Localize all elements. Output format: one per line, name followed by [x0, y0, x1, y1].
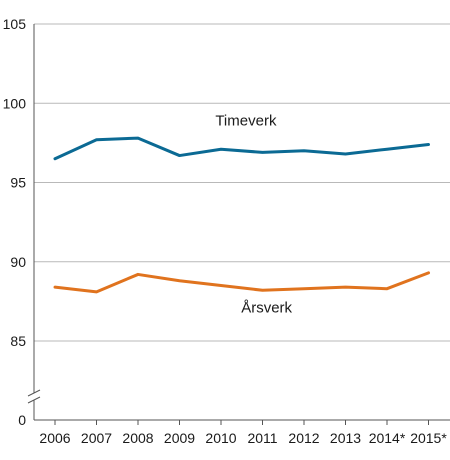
gridlines: [34, 23, 450, 342]
axis-break-slash-bottom: [27, 396, 41, 404]
y-tick-label-90: 90: [10, 254, 26, 270]
y-axis-break-marker: [27, 389, 41, 404]
x-tick-label-1: 2007: [81, 430, 112, 446]
y-tick-label-100: 100: [3, 95, 27, 111]
y-tick-label-105: 105: [3, 16, 27, 32]
series-label-timeverk: Timeverk: [215, 112, 277, 129]
x-tick-label-9: 2015*: [410, 430, 447, 446]
x-tick-label-6: 2012: [288, 430, 319, 446]
series-lines: [53, 136, 430, 294]
series-line-0: [53, 136, 430, 161]
axes: [27, 24, 450, 421]
y-tick-label-85: 85: [10, 333, 26, 349]
y-tick-label-95: 95: [10, 175, 26, 191]
x-tick-labels: 2006 2007 2008 2009 2010 2011 2012 2013 2014* 201…: [39, 420, 447, 446]
x-tick-label-7: 2013: [330, 430, 361, 446]
axis-break-slash-top: [27, 389, 41, 397]
series-label-arsverk: Årsverk: [241, 299, 292, 316]
x-tick-label-0: 2006: [39, 430, 70, 446]
x-tick-label-2: 2008: [122, 430, 153, 446]
y-tick-label-0: 0: [18, 412, 26, 428]
series-line-1: [53, 271, 430, 294]
axis-break-gap: [28, 393, 40, 400]
x-tick-label-4: 2010: [205, 430, 236, 446]
y-tick-labels: 0 85 90 95 100 105: [3, 16, 27, 428]
x-tick-label-3: 2009: [164, 430, 195, 446]
x-tick-label-5: 2011: [247, 430, 277, 446]
x-tick-label-8: 2014*: [369, 430, 406, 446]
